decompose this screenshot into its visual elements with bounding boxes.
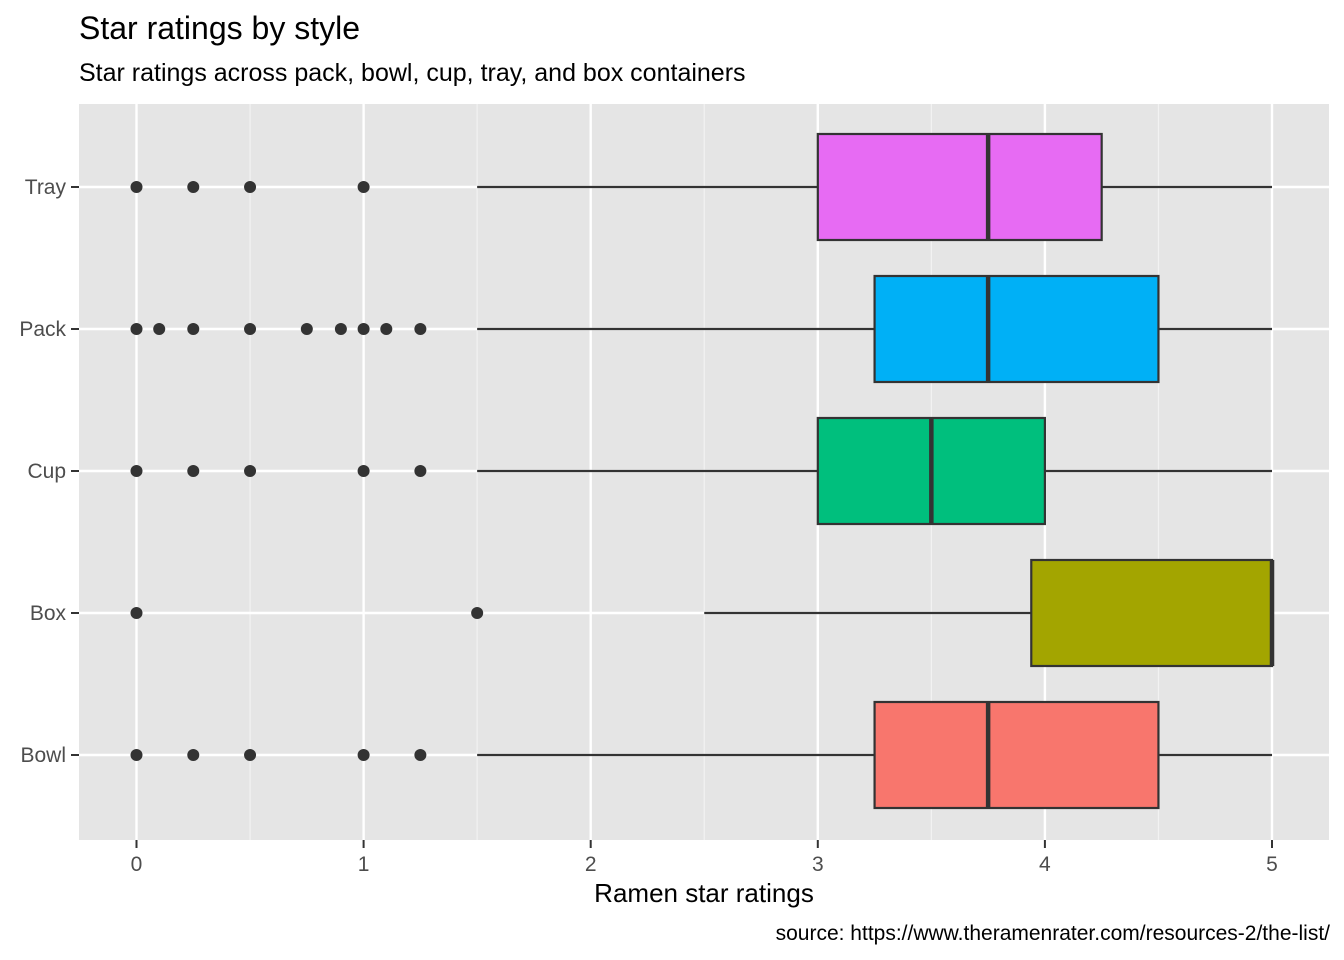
outlier-point [244,749,257,761]
outlier-point [187,465,200,477]
outlier-point [357,323,370,335]
x-tick-label: 4 [1039,853,1051,876]
outlier-point [187,749,200,761]
outlier-point [244,323,257,335]
box-pack [130,274,1272,384]
box-tray [130,132,1272,242]
outlier-point [357,181,370,193]
outlier-point [153,323,166,335]
chart-subtitle: Star ratings across pack, bowl, cup, tra… [79,59,746,87]
outlier-point [414,465,427,477]
chart-caption: source: https://www.theramenrater.com/re… [775,922,1330,945]
outlier-point [187,323,200,335]
outlier-point [380,323,393,335]
chart-title: Star ratings by style [79,10,360,46]
outlier-point [130,607,143,619]
outlier-point [471,607,484,619]
outlier-point [130,323,143,335]
outlier-point [244,465,257,477]
x-tick-label: 2 [585,853,597,876]
y-tick-label: Pack [19,318,66,341]
box-box [130,558,1275,668]
x-tick-label: 0 [131,853,143,876]
outlier-point [187,181,200,193]
box-iqr [873,274,1160,384]
outlier-point [334,323,347,335]
outlier-point [244,181,257,193]
x-axis-label: Ramen star ratings [594,878,814,908]
y-tick-label: Tray [25,176,67,199]
boxes-layer [130,132,1275,810]
outlier-point [130,181,143,193]
y-tick-label: Cup [27,460,66,483]
outlier-point [130,465,143,477]
box-bowl [130,700,1272,810]
box-iqr [816,132,1103,242]
x-tick-label: 3 [812,853,824,876]
box-iqr [873,700,1160,810]
outlier-point [414,323,427,335]
outlier-point [357,465,370,477]
outlier-point [414,749,427,761]
x-tick-label: 5 [1266,853,1278,876]
outlier-point [130,749,143,761]
y-tick-label: Bowl [20,744,66,767]
x-tick-label: 1 [358,853,370,876]
outlier-point [357,749,370,761]
x-axis: 0 1 2 3 4 5 [131,840,1278,876]
outlier-point [300,323,313,335]
y-axis: Bowl Box Cup Pack Tray [19,176,79,767]
box-cup [130,416,1272,526]
y-tick-label: Box [30,602,67,625]
box-iqr [1030,558,1274,668]
